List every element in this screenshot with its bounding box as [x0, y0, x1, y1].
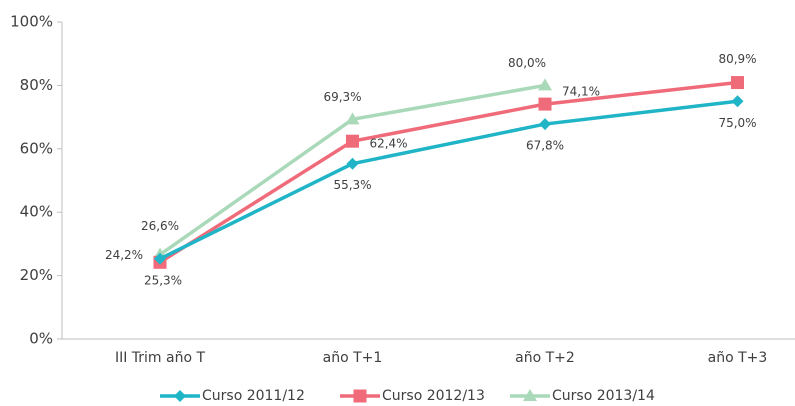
value-label: 25,3% [144, 273, 182, 287]
y-tick-label: 20% [20, 266, 53, 284]
marker [538, 97, 552, 111]
legend-label: Curso 2012/13 [382, 388, 485, 404]
y-tick-label: 100% [10, 13, 53, 31]
marker [346, 134, 359, 148]
value-label: 24,2% [105, 248, 143, 262]
series [153, 76, 744, 269]
y-tick-label: 0% [29, 330, 53, 348]
marker [174, 390, 186, 402]
legend-label: Curso 2011/12 [202, 388, 305, 404]
marker [523, 389, 537, 401]
line [159, 80, 738, 264]
series [154, 95, 744, 265]
marker [353, 389, 367, 403]
legend-label: Curso 2013/14 [552, 388, 655, 404]
value-label: 26,6% [141, 219, 179, 233]
value-label: 69,3% [323, 90, 361, 104]
y-tick-label: 80% [20, 76, 53, 94]
marker [731, 95, 744, 108]
value-label: 80,0% [508, 56, 546, 70]
marker [345, 112, 360, 125]
marker [154, 252, 166, 265]
line [159, 99, 738, 261]
marker [539, 118, 551, 131]
value-label: 55,3% [333, 178, 371, 192]
value-label: 62,4% [369, 137, 407, 151]
marker [346, 157, 359, 170]
value-label: 80,9% [718, 52, 756, 66]
marker [538, 78, 552, 91]
x-tick-label: año T+2 [515, 350, 575, 366]
x-tick-label: III Trim año T [115, 350, 206, 366]
value-label: 74,1% [562, 85, 600, 99]
value-label: 67,8% [526, 139, 564, 153]
marker [731, 76, 744, 90]
y-tick-label: 60% [20, 139, 53, 157]
value-label: 75,0% [718, 116, 756, 130]
x-tick-label: año T+3 [708, 350, 768, 366]
x-tick-label: año T+1 [323, 350, 383, 366]
y-tick-label: 40% [20, 203, 53, 221]
